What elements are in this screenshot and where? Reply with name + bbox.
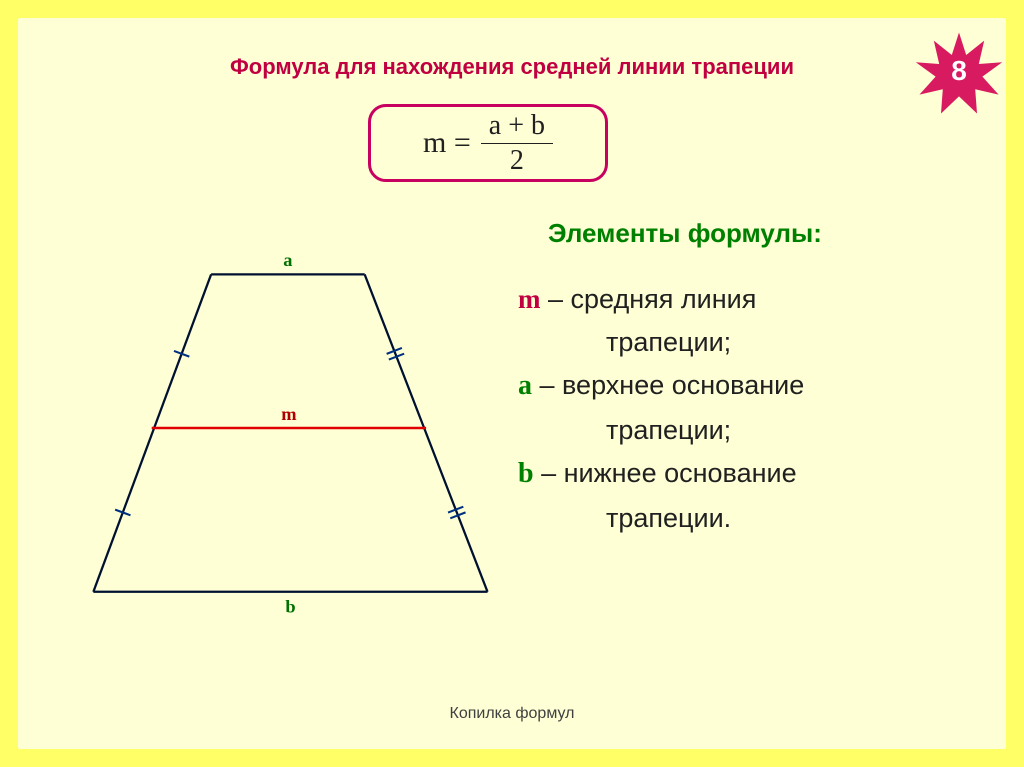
- svg-text:b: b: [285, 596, 295, 613]
- def-b-cont: трапеции.: [518, 497, 958, 540]
- def-m-text: – средняя линия: [541, 284, 757, 314]
- def-a-cont: трапеции;: [518, 409, 958, 452]
- def-a: a – верхнее основание: [518, 364, 958, 409]
- slide-title: Формула для нахождения средней линии тра…: [18, 18, 1006, 80]
- trapezoid-diagram: a b m: [78, 243, 508, 613]
- def-m-cont: трапеции;: [518, 321, 958, 364]
- footer-text: Копилка формул: [18, 705, 1006, 723]
- elements-list: m – средняя линия трапеции; a – верхнее …: [518, 278, 958, 540]
- def-m: m – средняя линия: [518, 278, 958, 321]
- slide-container: Формула для нахождения средней линии тра…: [18, 18, 1006, 749]
- formula-numerator: a + b: [481, 111, 553, 143]
- star-number: 8: [951, 55, 967, 87]
- var-a: a: [518, 370, 532, 401]
- var-m: m: [518, 284, 541, 314]
- formula-fraction: a + b 2: [481, 111, 553, 175]
- formula-denominator: 2: [510, 144, 524, 175]
- formula-box: m = a + b 2: [368, 104, 608, 182]
- svg-text:m: m: [281, 404, 297, 424]
- formula-lhs: m =: [423, 126, 471, 160]
- def-b: b – нижнее основание: [518, 452, 958, 497]
- var-b: b: [518, 458, 534, 489]
- def-a-text: – верхнее основание: [532, 370, 804, 400]
- def-b-text: – нижнее основание: [534, 458, 797, 488]
- svg-text:a: a: [283, 250, 292, 270]
- elements-heading: Элементы формулы:: [548, 218, 822, 249]
- star-badge: 8: [914, 28, 1004, 118]
